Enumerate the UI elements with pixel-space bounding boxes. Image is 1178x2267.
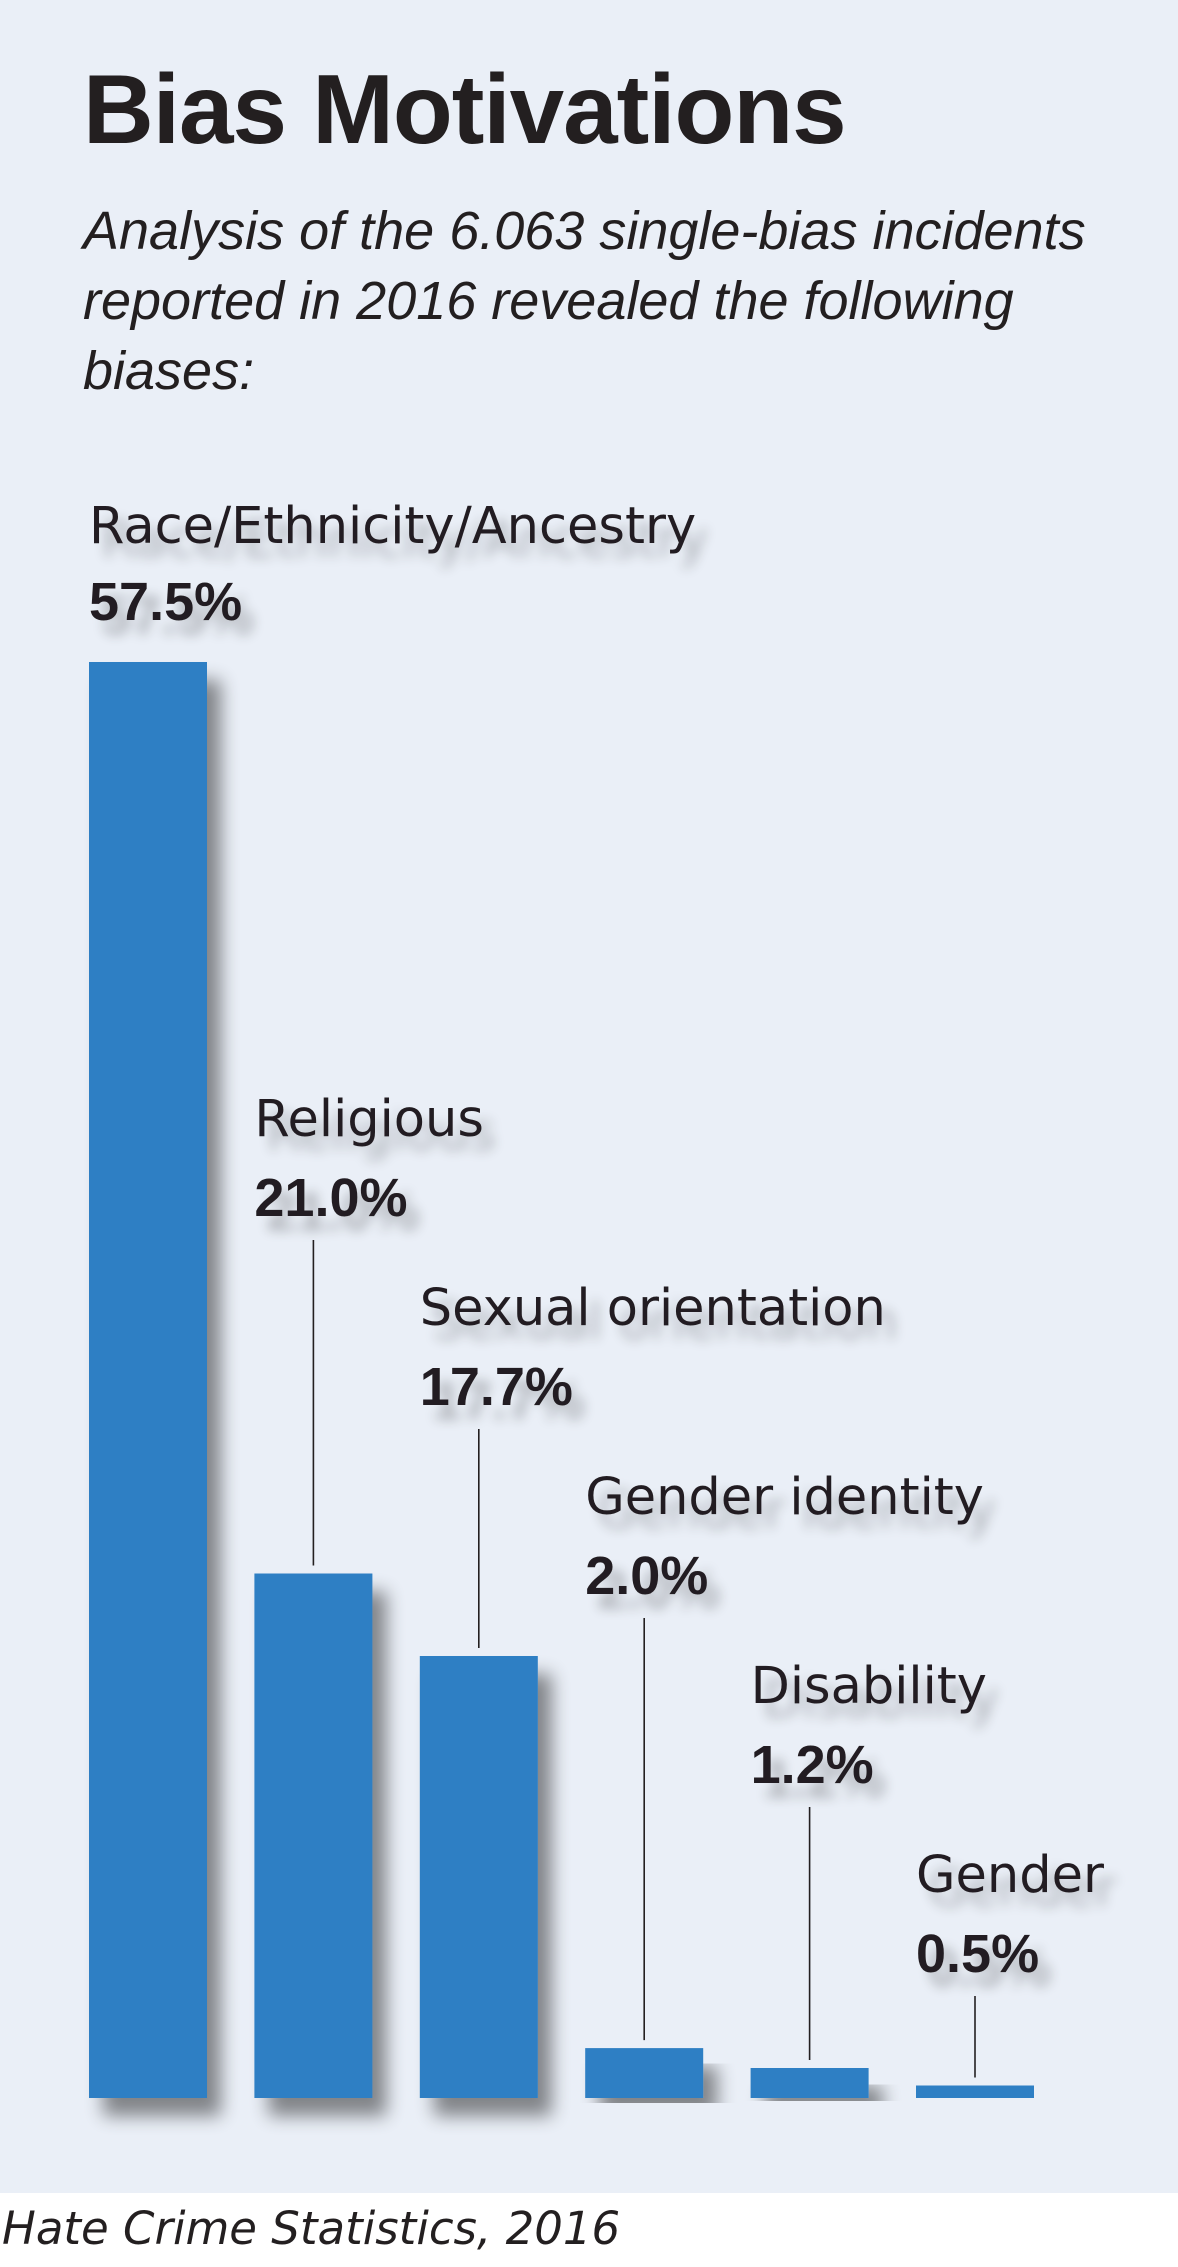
bar-5 xyxy=(916,2085,1034,2098)
category-label-0: Race/Ethnicity/Ancestry xyxy=(89,497,696,556)
value-label-3: 2.0% xyxy=(585,1546,708,1606)
source-note: Hate Crime Statistics, 2016 xyxy=(2,2202,621,2255)
value-label-2: 17.7% xyxy=(420,1357,573,1417)
value-label-0: 57.5% xyxy=(89,572,242,632)
category-label-1: Religious xyxy=(254,1090,484,1149)
category-label-4: Disability xyxy=(751,1657,987,1716)
chart-subtitle: Analysis of the 6.063 single-bias incide… xyxy=(83,201,1086,401)
category-label-2: Sexual orientation xyxy=(420,1279,886,1338)
bar-2 xyxy=(419,1656,538,2098)
bar-4 xyxy=(750,2068,869,2098)
value-label-4: 1.2% xyxy=(751,1735,874,1795)
bar-3 xyxy=(585,2048,704,2098)
value-label-5: 0.5% xyxy=(916,1924,1039,1984)
bar-0 xyxy=(89,662,207,2098)
value-label-1: 21.0% xyxy=(254,1168,407,1228)
category-label-5: Gender xyxy=(916,1846,1104,1905)
chart-title: Bias Motivations xyxy=(83,54,847,164)
bar-chart: Race/Ethnicity/Ancestry 57.5% Religious 21.… xyxy=(89,497,1104,2098)
bar-1 xyxy=(254,1573,373,2098)
category-label-3: Gender identity xyxy=(585,1468,984,1527)
